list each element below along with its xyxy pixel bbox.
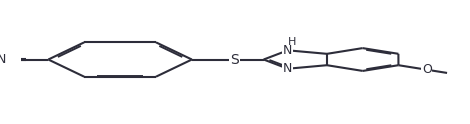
Text: S: S <box>230 53 239 66</box>
Text: N: N <box>283 62 292 75</box>
Text: O: O <box>422 63 432 76</box>
Text: N: N <box>0 53 7 66</box>
Text: N: N <box>283 44 292 57</box>
Text: H: H <box>288 37 297 47</box>
